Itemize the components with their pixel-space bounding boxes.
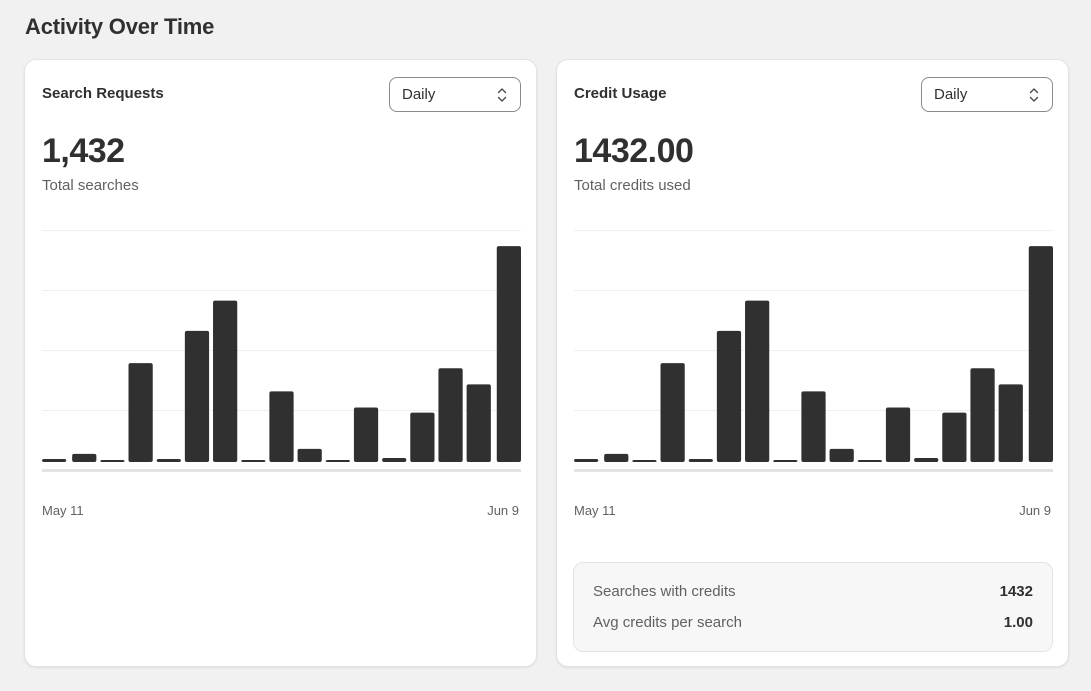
- bar[interactable]: [604, 453, 629, 462]
- bar[interactable]: [72, 453, 97, 462]
- page-title: Activity Over Time: [25, 14, 215, 39]
- card-title: Credit Usage: [574, 85, 667, 102]
- bar[interactable]: [353, 407, 379, 462]
- bar[interactable]: [410, 412, 435, 462]
- bar[interactable]: [574, 458, 599, 462]
- bar[interactable]: [184, 330, 210, 462]
- period-select-value: Daily: [402, 86, 436, 103]
- bar[interactable]: [773, 459, 798, 462]
- bar[interactable]: [42, 458, 67, 462]
- search-requests-card: Search Requests Daily 1,432 Total search…: [24, 59, 537, 667]
- bar[interactable]: [829, 448, 854, 462]
- bar[interactable]: [128, 363, 153, 462]
- bar[interactable]: [241, 459, 266, 462]
- bar[interactable]: [100, 459, 125, 462]
- bar[interactable]: [213, 300, 238, 462]
- bar[interactable]: [1028, 246, 1053, 462]
- bar[interactable]: [970, 368, 995, 462]
- x-axis-baseline: [574, 469, 1053, 472]
- bar[interactable]: [745, 300, 770, 462]
- bar[interactable]: [438, 368, 463, 462]
- stat-label: Searches with credits: [593, 582, 736, 600]
- period-select[interactable]: Daily: [389, 77, 521, 112]
- bar[interactable]: [716, 330, 742, 462]
- chevron-up-down-icon: [1029, 88, 1039, 102]
- bar[interactable]: [688, 458, 713, 462]
- stat-row: Searches with credits 1432: [593, 581, 1033, 601]
- bar[interactable]: [325, 459, 350, 462]
- x-axis-start-label: May 11: [574, 503, 616, 518]
- x-axis-start-label: May 11: [42, 503, 84, 518]
- bar[interactable]: [857, 459, 882, 462]
- total-searches-label: Total searches: [42, 177, 139, 194]
- period-select[interactable]: Daily: [921, 77, 1053, 112]
- x-axis-baseline: [42, 469, 521, 472]
- credit-stats-panel: Searches with credits 1432 Avg credits p…: [573, 562, 1053, 652]
- search-requests-chart: [42, 230, 521, 472]
- bar[interactable]: [942, 412, 967, 462]
- bar[interactable]: [297, 448, 322, 462]
- stat-row: Avg credits per search 1.00: [593, 612, 1033, 632]
- chevron-up-down-icon: [497, 88, 507, 102]
- bar[interactable]: [156, 458, 181, 462]
- bar[interactable]: [660, 363, 685, 462]
- stat-label: Avg credits per search: [593, 613, 742, 631]
- bar[interactable]: [496, 246, 521, 462]
- bar[interactable]: [632, 459, 657, 462]
- credit-usage-card: Credit Usage Daily 1432.00 Total credits…: [556, 59, 1069, 667]
- bar[interactable]: [382, 457, 407, 462]
- bar[interactable]: [998, 384, 1023, 462]
- total-searches-value: 1,432: [42, 132, 125, 170]
- total-credits-label: Total credits used: [574, 177, 691, 194]
- x-axis-end-label: Jun 9: [1019, 503, 1051, 518]
- bar[interactable]: [269, 391, 294, 462]
- bar[interactable]: [466, 384, 491, 462]
- x-axis-end-label: Jun 9: [487, 503, 519, 518]
- stat-value: 1432: [999, 582, 1033, 600]
- total-credits-value: 1432.00: [574, 132, 694, 170]
- stat-value: 1.00: [1003, 613, 1033, 631]
- credit-usage-chart: [574, 230, 1053, 472]
- card-title: Search Requests: [42, 85, 164, 102]
- period-select-value: Daily: [934, 86, 968, 103]
- bar[interactable]: [914, 457, 939, 462]
- bar[interactable]: [801, 391, 826, 462]
- bar[interactable]: [885, 407, 911, 462]
